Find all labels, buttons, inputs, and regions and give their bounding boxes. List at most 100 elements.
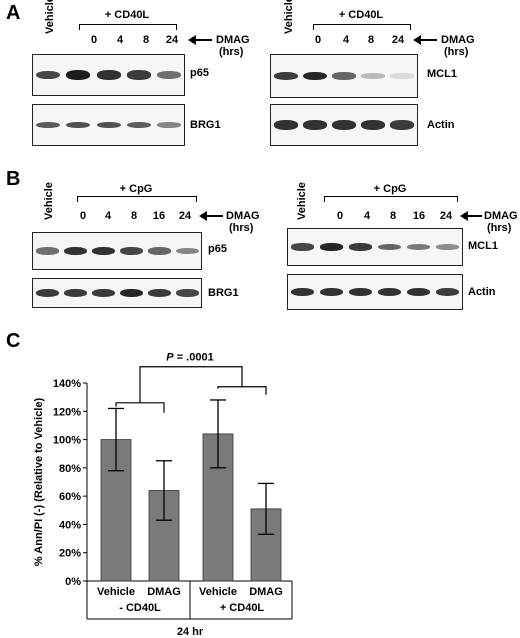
arrow-left-icon bbox=[413, 35, 437, 45]
protein-label: BRG1 bbox=[190, 119, 221, 131]
blot-band bbox=[126, 70, 151, 80]
protein-label: MCL1 bbox=[468, 240, 498, 252]
sig-bracket bbox=[217, 386, 267, 395]
treatment-bracket bbox=[79, 24, 177, 30]
time-label: 0 bbox=[314, 34, 322, 46]
vehicle-label: Vehicle bbox=[296, 182, 308, 220]
blot-image bbox=[287, 228, 463, 266]
vehicle-label: Vehicle bbox=[44, 0, 56, 34]
blot-band bbox=[390, 73, 415, 79]
blot-band bbox=[407, 243, 430, 251]
vehicle-label: Vehicle bbox=[43, 182, 55, 220]
blot-band bbox=[96, 121, 121, 129]
hrs-label: (hrs) bbox=[219, 46, 244, 58]
blot-band bbox=[91, 288, 115, 298]
blot-band bbox=[302, 120, 327, 130]
protein-label: Actin bbox=[468, 286, 496, 298]
time-label: 24 bbox=[165, 34, 179, 46]
hrs-label: (hrs) bbox=[229, 222, 254, 234]
blot-band bbox=[156, 71, 181, 79]
dmag-label: DMAG bbox=[216, 34, 250, 46]
protein-label: p65 bbox=[190, 67, 209, 79]
time-label: 24 bbox=[439, 210, 453, 222]
blot-band bbox=[63, 246, 87, 256]
blot-image bbox=[32, 54, 185, 96]
category-label: DMAG bbox=[147, 586, 181, 598]
time-label: 24 bbox=[391, 34, 405, 46]
protein-label: Actin bbox=[427, 119, 455, 131]
panel-letter-c: C bbox=[6, 330, 21, 352]
treatment-bracket bbox=[77, 196, 197, 202]
panel-letter-b: B bbox=[6, 168, 21, 190]
sig-bracket bbox=[139, 366, 243, 403]
time-label: 4 bbox=[116, 34, 124, 46]
blot-band bbox=[35, 247, 59, 255]
dmag-label: DMAG bbox=[484, 210, 518, 222]
p-symbol: P bbox=[166, 352, 174, 364]
time-label: 24 bbox=[178, 210, 192, 222]
blot-band bbox=[291, 287, 314, 297]
hrs-label: (hrs) bbox=[487, 222, 512, 234]
time-label: 0 bbox=[336, 210, 344, 222]
time-label: 8 bbox=[142, 34, 150, 46]
blot-band bbox=[378, 243, 401, 251]
y-tick-label: 80% bbox=[59, 463, 81, 475]
y-tick-label: 60% bbox=[59, 491, 81, 503]
blot-band bbox=[36, 121, 61, 129]
blot-image bbox=[32, 232, 202, 270]
y-tick-label: 140% bbox=[53, 378, 81, 390]
time-label: 4 bbox=[363, 210, 371, 222]
blot-band bbox=[361, 73, 386, 79]
blot-band bbox=[436, 287, 459, 297]
arrow-left-icon bbox=[188, 35, 212, 45]
treatment-bracket bbox=[324, 196, 458, 202]
blot-band bbox=[273, 120, 298, 130]
blot-band bbox=[436, 244, 459, 250]
blot-image bbox=[270, 54, 418, 98]
time-label: 16 bbox=[152, 210, 166, 222]
y-tick-label: 120% bbox=[53, 406, 81, 418]
y-tick-label: 0% bbox=[65, 576, 81, 588]
time-label: 16 bbox=[412, 210, 426, 222]
arrow-left-icon bbox=[199, 211, 223, 221]
group-label: - CD40L bbox=[119, 602, 161, 614]
blot-band bbox=[66, 121, 91, 129]
p-value: = .0001 bbox=[174, 352, 214, 364]
y-tick-label: 20% bbox=[59, 548, 81, 560]
blot-band bbox=[361, 120, 386, 130]
blot-band bbox=[35, 288, 59, 298]
time-label: 8 bbox=[130, 210, 138, 222]
treatment-label: + CpG bbox=[373, 183, 407, 195]
time-label: 4 bbox=[104, 210, 112, 222]
y-tick-label: 40% bbox=[59, 519, 81, 531]
y-tick-label: 100% bbox=[53, 435, 81, 447]
protein-label: BRG1 bbox=[208, 287, 239, 299]
blot-band bbox=[91, 246, 115, 256]
dmag-label: DMAG bbox=[441, 34, 475, 46]
blot-band bbox=[291, 243, 314, 251]
blot-band bbox=[36, 70, 61, 80]
blot-band bbox=[390, 120, 415, 130]
blot-band bbox=[126, 121, 151, 129]
time-label: 8 bbox=[389, 210, 397, 222]
arrow-left-icon bbox=[460, 211, 482, 221]
time-label: 4 bbox=[342, 34, 350, 46]
blot-band bbox=[332, 72, 356, 80]
y-axis-label: % Ann/PI (-) (Relative to Vehicle) bbox=[33, 398, 45, 567]
treatment-label: + CD40L bbox=[104, 9, 150, 21]
blot-band bbox=[273, 71, 298, 81]
time-label: 0 bbox=[79, 210, 87, 222]
category-label: DMAG bbox=[249, 586, 283, 598]
sub-label: 24 hr bbox=[177, 626, 204, 638]
blot-band bbox=[147, 247, 171, 255]
protein-label: p65 bbox=[208, 243, 227, 255]
category-label: Vehicle bbox=[199, 586, 237, 598]
dmag-label: DMAG bbox=[226, 210, 260, 222]
blot-image bbox=[32, 278, 202, 308]
panel-letter-a: A bbox=[6, 2, 21, 24]
blot-band bbox=[320, 243, 343, 251]
category-label: Vehicle bbox=[97, 586, 135, 598]
blot-image bbox=[270, 104, 418, 146]
hrs-label: (hrs) bbox=[444, 46, 469, 58]
blot-band bbox=[147, 288, 171, 298]
